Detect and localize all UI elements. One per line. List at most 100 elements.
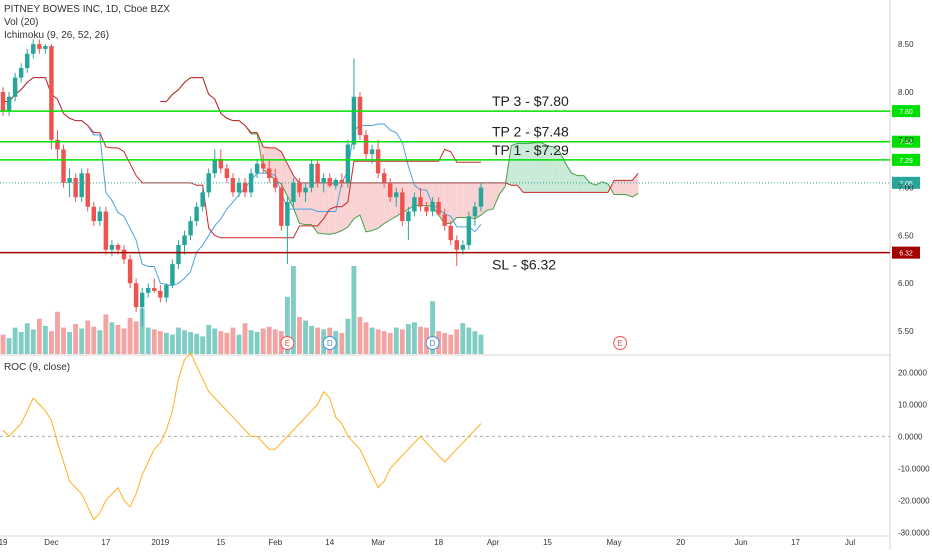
candle-body [91,206,96,222]
volume-bar [12,327,18,354]
date-axis-tick: May [607,538,622,547]
cloud-segment [444,182,451,224]
roc-indicator-label: ROC (9, close) [4,362,70,373]
candle-body [49,46,54,140]
date-axis-tick: 18 [434,538,443,547]
volume-bar [18,332,24,354]
volume-bar [303,320,308,354]
date-axis-tick: Jun [735,538,748,547]
date-axis-tick: 19 [0,538,8,547]
candle-body [279,187,284,226]
cloud-segment [311,182,318,234]
volume-bar [218,331,224,354]
roc-line [2,352,482,521]
date-axis-tick: 17 [791,538,800,547]
candle-body [109,244,115,250]
candles [0,39,484,327]
volume-bar [412,322,417,354]
cloud-segment [323,182,330,235]
volume-bar [145,327,151,354]
candle-body [260,163,266,169]
candle-body [85,173,90,207]
earnings-marker [280,336,295,350]
cloud-segment [487,182,494,211]
volume-bar [472,331,478,354]
candle-body [61,149,66,183]
candle-body [6,96,12,112]
volume-indicator-label: Vol (20) [4,17,38,28]
candle-body [200,192,205,207]
candle-body [460,244,466,250]
candle-body [400,192,405,222]
candle-body [188,221,193,236]
cloud-segment [335,182,342,234]
volume-bar [387,332,393,354]
volume-bar [212,328,218,354]
cloud-segment [372,182,379,231]
candle-body [12,77,18,97]
cloud-segment [620,180,627,195]
candle-body [115,244,121,250]
candle-body [478,187,484,207]
volume-bar [24,323,30,354]
volume-bar [73,324,79,354]
volume-bar [442,332,448,354]
volume-bar [351,266,357,354]
level-label-sl: SL - $6.32 [492,257,556,273]
earnings-marker-label: E [285,339,290,348]
candle-body [206,173,211,193]
volume-bar [6,338,12,354]
volume-bar [315,327,321,354]
candle-body [303,187,308,193]
volume-bar [103,314,109,354]
candle-body [224,168,230,179]
volume-bar [157,331,163,354]
candle-body [448,225,453,241]
level-price-tag [892,246,920,259]
candle-body [230,178,236,193]
candle-body [139,292,145,308]
volume-bar [266,326,272,354]
candle-body [97,211,103,222]
roc-axis-tick: 0.0000 [898,432,923,441]
candle-body [466,216,472,245]
volume-bar [381,331,387,354]
candle-body [412,197,417,212]
candle-body [25,53,30,69]
volume-bar [97,330,103,354]
candle-body [146,288,151,293]
level-label-tp: TP 1 - $7.29 [492,142,569,158]
volume-bar [0,334,6,354]
candle-body [381,173,387,183]
earnings-marker-label: E [617,339,622,348]
candle-body [31,44,36,54]
volume-bar [272,329,278,354]
cloud-segment [299,182,306,225]
cloud-segment [571,173,578,193]
volume-bar [236,334,242,354]
candle-body [285,201,290,226]
candle-body [363,135,369,155]
candle-body [351,96,357,145]
candle-body [454,240,459,250]
level-price-tag [892,135,920,148]
candle-body [133,283,139,308]
cloud-segment [499,182,506,195]
candle-body [327,178,332,186]
candle-body [79,173,84,198]
base-line [3,77,481,239]
axes: 8.50 8.00 7.50 7.00 6.50 6.00 5.50 20.0000 10.00… [0,40,930,547]
candle-body [236,182,242,193]
cloud-segment [529,142,536,193]
price-axis-tick: 7.00 [898,184,914,193]
candle-body [212,158,217,174]
cloud-segment [589,182,596,193]
last-price-tag-text: 7.05 [899,181,913,188]
candle-body [418,197,423,207]
volume-bar [151,329,157,354]
volume-bar [188,332,193,354]
cloud-segment [462,182,469,218]
